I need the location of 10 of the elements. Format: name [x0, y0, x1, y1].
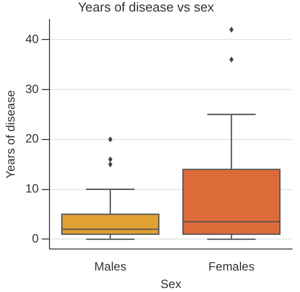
- y-tick-label: 0: [32, 232, 40, 246]
- chart-title: Years of disease vs sex: [78, 0, 215, 14]
- y-axis-title: Years of disease: [4, 90, 18, 179]
- y-tick-label: 20: [25, 132, 40, 146]
- x-tick-label: Females: [208, 260, 254, 274]
- x-tick-label: Males: [94, 260, 126, 274]
- x-axis-title: Sex: [160, 277, 182, 292]
- y-tick-label: 30: [25, 82, 40, 96]
- y-tick-label: 40: [25, 32, 40, 46]
- y-tick-label: 10: [25, 182, 40, 196]
